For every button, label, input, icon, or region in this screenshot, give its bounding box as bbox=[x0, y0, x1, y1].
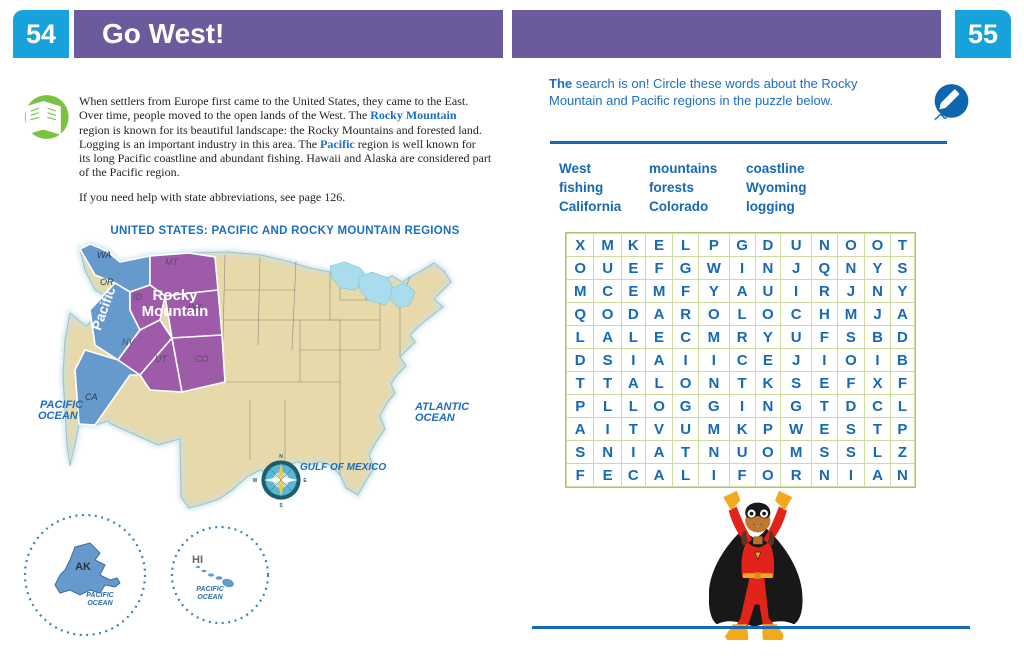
svg-text:AK: AK bbox=[75, 561, 91, 573]
svg-text:MT: MT bbox=[165, 257, 179, 267]
svg-text:WA: WA bbox=[97, 250, 111, 260]
svg-text:CO: CO bbox=[195, 354, 209, 364]
svg-text:Rocky: Rocky bbox=[152, 287, 198, 304]
svg-text:NV: NV bbox=[122, 337, 135, 347]
svg-text:PACIFIC: PACIFIC bbox=[86, 592, 114, 599]
svg-text:OCEAN: OCEAN bbox=[38, 410, 79, 422]
svg-text:HI: HI bbox=[192, 554, 203, 566]
svg-text:Mountain: Mountain bbox=[142, 303, 209, 320]
svg-text:GULF OF MEXICO: GULF OF MEXICO bbox=[300, 462, 386, 473]
svg-text:OCEAN: OCEAN bbox=[87, 600, 113, 607]
svg-text:E: E bbox=[303, 478, 307, 484]
svg-text:ID: ID bbox=[133, 292, 143, 302]
svg-text:OCEAN: OCEAN bbox=[415, 412, 456, 424]
svg-text:PACIFIC: PACIFIC bbox=[196, 586, 224, 593]
svg-text:W: W bbox=[253, 478, 258, 484]
svg-text:CA: CA bbox=[85, 392, 98, 402]
svg-text:UT: UT bbox=[155, 354, 168, 364]
svg-text:OCEAN: OCEAN bbox=[197, 594, 223, 601]
svg-text:N: N bbox=[279, 454, 283, 460]
